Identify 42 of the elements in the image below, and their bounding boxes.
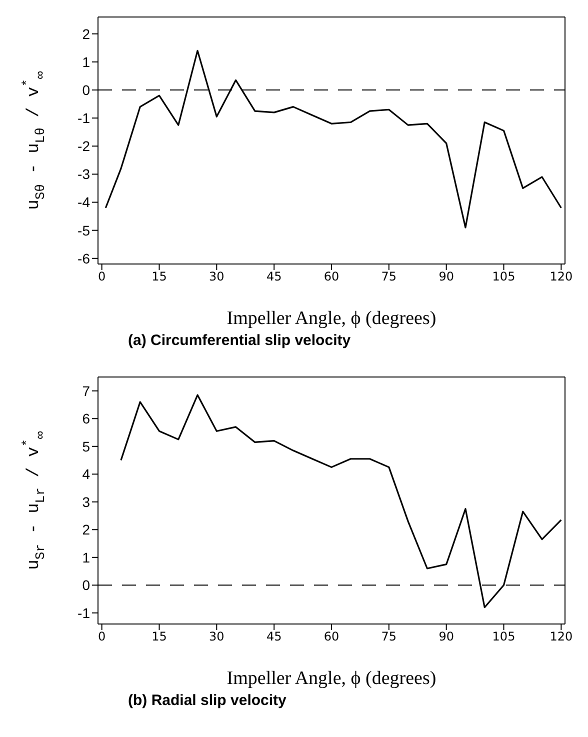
y-tick-label: -1: [78, 110, 90, 126]
x-tick-label: 75: [381, 630, 397, 644]
y-tick-label: -2: [78, 138, 90, 154]
x-tick-label: 15: [152, 630, 167, 644]
x-tick-label: 0: [98, 630, 106, 644]
x-tick-label: 90: [438, 270, 454, 284]
x-tick-label: 120: [550, 270, 573, 284]
y-tick-label: -6: [78, 250, 90, 266]
line-series: [120, 394, 562, 608]
x-tick-label: 90: [438, 630, 454, 644]
line-series: [104, 50, 562, 228]
y-tick-label: -3: [78, 166, 90, 182]
text: (a) Circumferential slip velocity: [127, 331, 352, 349]
y-tick-label: 7: [82, 382, 90, 399]
y-tick-label: 1: [82, 549, 90, 566]
x-tick-label: 30: [209, 630, 224, 644]
y-tick-label: 3: [82, 494, 90, 510]
y-tick-label: 5: [82, 438, 90, 454]
x-tick-label: 105: [492, 630, 516, 644]
y-tick-label: 6: [82, 410, 90, 427]
y-tick-label: 4: [82, 466, 90, 482]
y-tick-label: 0: [82, 577, 90, 594]
x-axis-title: Impeller Angle, ϕ (degrees): [226, 308, 436, 329]
x-tick-label: 0: [98, 270, 106, 284]
x-tick-label: 105: [492, 270, 516, 284]
x-tick-label: 15: [152, 270, 167, 284]
y-tick-label: 0: [82, 82, 90, 98]
x-tick-label: 30: [209, 270, 224, 284]
x-tick-label: 45: [266, 270, 282, 284]
y-tick-label: 1: [82, 54, 90, 70]
x-axis-title: Impeller Angle, ϕ (degrees): [226, 668, 436, 689]
x-tick-label: 45: [266, 630, 282, 644]
text: (b) Radial slip velocity: [127, 691, 288, 709]
x-tick-label: 60: [324, 270, 340, 284]
y-tick-label: -4: [78, 194, 90, 210]
y-tick-label: -5: [78, 222, 90, 238]
y-tick-label: 2: [82, 522, 90, 538]
y-tick-label: -1: [78, 604, 90, 621]
x-tick-label: 120: [550, 630, 573, 644]
x-tick-label: 75: [381, 270, 397, 284]
x-tick-label: 60: [324, 630, 340, 644]
y-tick-label: 2: [82, 26, 90, 42]
